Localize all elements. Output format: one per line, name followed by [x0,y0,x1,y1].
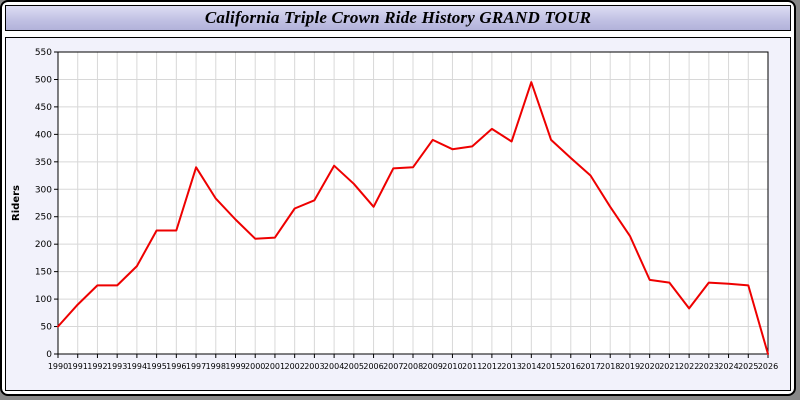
x-tick-label: 2012 [482,362,502,371]
x-tick-label: 2026 [758,362,778,371]
y-tick-label: 250 [35,213,52,223]
y-tick-label: 0 [46,350,52,360]
x-tick-label: 2014 [521,362,541,371]
y-tick-label: 550 [35,48,52,58]
x-tick-label: 2011 [462,362,482,371]
x-tick-label: 1995 [146,362,166,371]
y-tick-label: 150 [35,268,52,278]
x-tick-label: 2005 [344,362,364,371]
y-tick-label: 300 [35,185,52,195]
x-tick-label: 2000 [245,362,265,371]
x-tick-label: 2019 [620,362,640,371]
x-tick-label: 1999 [225,362,245,371]
x-tick-label: 1993 [107,362,127,371]
x-tick-label: 2007 [383,362,403,371]
y-tick-label: 500 [35,75,52,85]
title-bar: California Triple Crown Ride History GRA… [5,5,791,31]
x-tick-label: 2003 [304,362,324,371]
x-tick-label: 2017 [580,362,600,371]
x-tick-label: 1992 [87,362,107,371]
x-tick-label: 2015 [541,362,561,371]
y-tick-label: 350 [35,158,52,168]
data-series-line [57,81,769,355]
x-tick-label: 2013 [501,362,521,371]
x-tick-label: 2016 [561,362,581,371]
x-tick-label: 2001 [265,362,285,371]
y-tick-label: 100 [35,295,52,305]
y-axis-label: Riders [11,185,22,221]
x-tick-label: 2020 [639,362,659,371]
x-tick-label: 1998 [206,362,226,371]
y-tick-label: 400 [35,130,52,140]
x-tick-label: 1990 [48,362,68,371]
x-tick-label: 2010 [442,362,462,371]
x-tick-label: 2008 [403,362,423,371]
x-tick-label: 2022 [679,362,699,371]
x-tick-label: 2025 [738,362,758,371]
x-tick-label: 1996 [166,362,186,371]
x-tick-label: 1991 [68,362,88,371]
x-tick-label: 2021 [659,362,679,371]
x-tick-label: 2024 [718,362,738,371]
chart-panel: 0 50 100 150 200 250 300 350 400 450 500 550 1990 199… [5,37,791,391]
x-tick-label: 2023 [699,362,719,371]
x-tick-label: 2018 [600,362,620,371]
y-tick-label: 450 [35,103,52,113]
x-tick-label: 1994 [127,362,147,371]
chart-title: California Triple Crown Ride History GRA… [204,8,592,27]
y-tick-label: 200 [35,240,52,250]
x-tick-label: 2006 [363,362,383,371]
x-tick-label: 2002 [284,362,304,371]
x-tick-label: 1997 [186,362,206,371]
y-tick-label: 50 [41,323,53,333]
x-tick-label: 2009 [423,362,443,371]
x-tick-label: 2004 [324,362,344,371]
